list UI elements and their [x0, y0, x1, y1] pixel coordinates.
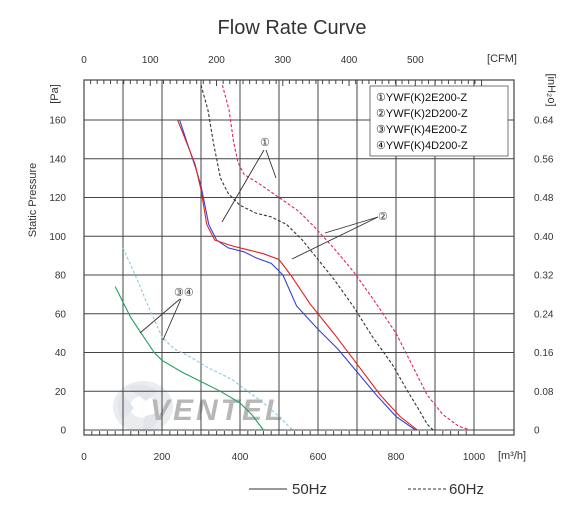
chart-title: Flow Rate Curve — [218, 17, 367, 39]
legend-50hz-label: 50Hz — [292, 481, 327, 498]
legend: ①YWF(K)2E200-Z ②YWF(K)2D200-Z ③YWF(K)4E2… — [369, 85, 509, 157]
x2-unit-label: [CFM] — [487, 53, 517, 65]
legend-entry-1: ①YWF(K)2E200-Z — [376, 92, 467, 104]
series-line-5 — [114, 286, 264, 431]
y-tick-label: 140 — [49, 154, 66, 165]
y2-tick-label: 0.64 — [534, 116, 554, 127]
y-tick-label: 80 — [55, 271, 67, 282]
y2-tick-label: 0.16 — [534, 348, 554, 359]
legend-60hz-label: 60Hz — [449, 481, 484, 498]
callout-1: ① — [221, 137, 277, 223]
y-tick-label: 40 — [55, 348, 67, 359]
y2-tick-label: 0.40 — [534, 232, 554, 243]
legend-entry-2: ②YWF(K)2D200-Z — [376, 108, 468, 120]
y-tick-label: 100 — [49, 232, 66, 243]
y2-tick-label: 0.48 — [534, 193, 554, 204]
legend-box — [369, 85, 509, 157]
y-tick-label: 160 — [49, 116, 66, 127]
legend-entry-4: ④YWF(K)4D200-Z — [376, 140, 468, 152]
series-line-1 — [179, 119, 416, 431]
y2-unit-label: [inH₂o] — [545, 73, 557, 106]
fan-icon — [113, 381, 173, 433]
callout-3-4-label: ③④ — [174, 287, 194, 299]
series-line-4 — [221, 84, 471, 431]
y2-tick-label: 0.08 — [534, 387, 554, 398]
tick-marks — [83, 80, 483, 435]
x2-tick-label: 500 — [407, 55, 424, 66]
line-style-legend: 50Hz 60Hz — [249, 481, 484, 498]
x2-tick-label: 200 — [208, 55, 225, 66]
series-line-3 — [200, 84, 434, 431]
callout-1-leader-a — [221, 149, 265, 223]
x-tick-label: 400 — [232, 452, 249, 463]
y-tick-label: 120 — [49, 193, 66, 204]
plot-area-border — [83, 79, 515, 436]
callout-1-leader-b — [265, 149, 277, 179]
callout-3-4-leader-b — [162, 298, 182, 341]
watermark-text: VENTEL — [150, 394, 286, 427]
callout-1-label: ① — [260, 137, 270, 149]
x2-tick-label: 0 — [81, 55, 87, 66]
callout-2-leader-b — [324, 216, 379, 234]
x-tick-label: 200 — [154, 452, 171, 463]
y-tick-label: 60 — [55, 309, 67, 320]
x2-tick-label: 300 — [274, 55, 291, 66]
series-group — [114, 84, 471, 431]
callout-2: ② — [291, 211, 388, 260]
y-tick-label: 20 — [55, 387, 67, 398]
y2-tick-label: 0 — [534, 426, 540, 437]
legend-entry-3: ③YWF(K)4E200-Z — [376, 124, 467, 136]
callout-3-4-leader-a — [139, 298, 181, 334]
watermark-logo: VENTEL — [113, 381, 286, 433]
x-tick-label: 1000 — [463, 452, 486, 463]
y2-tick-label: 0.56 — [534, 154, 554, 165]
y-unit-label: [Pa] — [49, 84, 61, 104]
series-line-6 — [122, 247, 293, 431]
y2-tick-label: 0.32 — [534, 271, 554, 282]
x-tick-label: 800 — [388, 452, 405, 463]
callout-3-4: ③④ — [139, 287, 194, 341]
y-axis-title: Static Pressure — [27, 163, 39, 238]
y2-tick-label: 0.24 — [534, 309, 554, 320]
y-tick-label: 0 — [60, 426, 66, 437]
x-tick-label: 600 — [310, 452, 327, 463]
series-line-2 — [177, 119, 418, 431]
x2-tick-label: 400 — [341, 55, 358, 66]
callout-2-label: ② — [378, 211, 388, 223]
x-unit-label: [m³/h] — [498, 450, 526, 462]
x2-tick-label: 100 — [142, 55, 159, 66]
x-tick-label: 0 — [81, 452, 87, 463]
callout-2-leader-a — [291, 216, 379, 260]
